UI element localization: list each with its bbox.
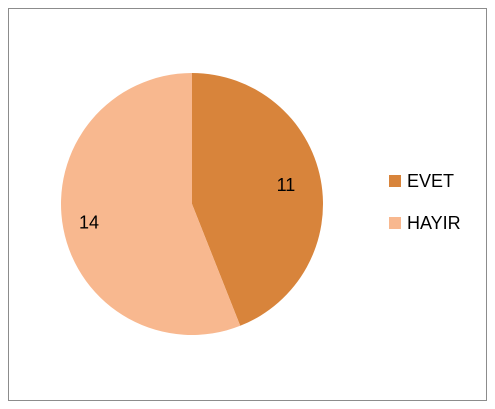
- legend-item-hayir: HAYIR: [389, 212, 461, 234]
- legend-item-evet: EVET: [389, 170, 461, 192]
- legend: EVET HAYIR: [389, 170, 461, 254]
- pie-slice-hayir: [61, 73, 241, 336]
- legend-swatch-hayir: [389, 217, 401, 229]
- data-label-hayir: 14: [79, 212, 99, 232]
- legend-swatch-evet: [389, 175, 401, 187]
- pie-slice-evet: [192, 73, 323, 326]
- legend-label-evet: EVET: [407, 171, 455, 191]
- data-label-evet: 11: [277, 175, 296, 195]
- pie-slices: [61, 73, 323, 336]
- pie-data-labels: 11 14: [79, 175, 295, 233]
- legend-label-hayir: HAYIR: [407, 213, 461, 233]
